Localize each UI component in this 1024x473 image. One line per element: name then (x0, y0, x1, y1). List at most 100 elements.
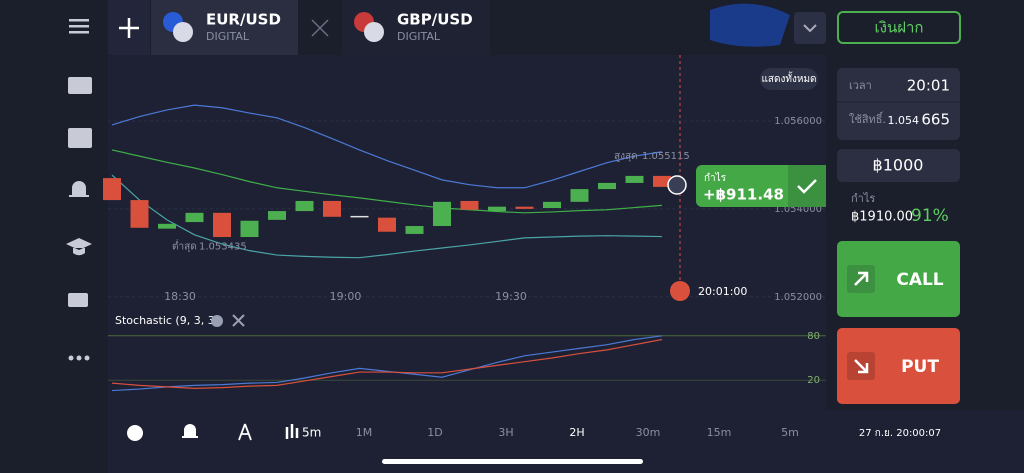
trade-info-box (837, 68, 960, 140)
bollinger-upper (111, 104, 663, 189)
timeframe-button[interactable]: 30m (636, 426, 661, 439)
menu-icon[interactable] (69, 19, 89, 22)
deposit-button[interactable] (837, 11, 961, 44)
candle (268, 211, 286, 220)
candle (405, 226, 424, 234)
y-tick-label: 1.056000 (774, 116, 822, 127)
bollinger-lower (111, 174, 663, 259)
candle (103, 178, 121, 201)
high-label: สูงสุด (614, 151, 638, 162)
call-label: CALL (896, 270, 943, 290)
strike-main: 1.054 (888, 114, 920, 127)
candles-icon[interactable] (285, 424, 299, 439)
timeframe-button[interactable]: 1D (427, 426, 442, 439)
timeframe-button[interactable]: 5m (781, 426, 799, 439)
call-arrow (854, 271, 869, 286)
sidebar (0, 0, 108, 473)
expiry-time: 20:01:00 (698, 285, 747, 298)
close-tab[interactable] (311, 19, 329, 37)
profit-label: กำไร (704, 172, 727, 184)
candle (295, 200, 314, 212)
candle (213, 212, 231, 238)
education-icon[interactable] (66, 238, 92, 256)
profit-check-box (788, 165, 826, 207)
more-icon[interactable] (68, 355, 74, 361)
strike-tail: 665 (921, 111, 950, 129)
home-indicator (382, 459, 643, 464)
remove-indicator[interactable] (232, 314, 245, 327)
alerts-icon[interactable] (69, 181, 89, 197)
stoch-tick-label: 20 (807, 375, 820, 386)
tab-pair: EUR/USD (206, 11, 281, 29)
x-tick-label: 18:30 (164, 290, 196, 303)
sidebar-icons (66, 19, 92, 361)
account-dropdown[interactable] (794, 12, 826, 44)
alert-icon[interactable] (182, 424, 198, 438)
put-label: PUT (901, 357, 939, 377)
candle (378, 217, 396, 232)
stoch-tick-label: 80 (807, 331, 820, 342)
call-button[interactable] (837, 241, 960, 317)
low-label: ต่ำสุด (172, 239, 197, 253)
settings-icon[interactable] (211, 315, 223, 327)
drawing-icon[interactable] (238, 423, 252, 441)
y-tick-label: 1.054000 (774, 204, 822, 215)
put-button[interactable] (837, 328, 960, 404)
tab-kind: DIGITAL (397, 30, 441, 43)
timeframe-button[interactable]: 3H (498, 426, 513, 439)
stoch-k (111, 335, 663, 392)
payout-percent: 91% (911, 206, 949, 226)
candle (653, 175, 671, 187)
candle (433, 201, 451, 227)
candle (158, 223, 176, 229)
expiry-marker (670, 281, 690, 301)
trade-marker (667, 175, 687, 195)
candle (350, 215, 369, 218)
timeframe-button[interactable]: 15m (707, 426, 732, 439)
timeframe-button[interactable]: 1M (356, 426, 373, 439)
stats-icon[interactable] (68, 128, 92, 148)
candle (543, 201, 561, 208)
amount-box[interactable] (837, 149, 960, 182)
candle (488, 206, 506, 212)
timeframe-button[interactable]: 2H (569, 426, 584, 439)
plus-icon (119, 18, 139, 38)
tab-pair: GBP/USD (397, 11, 473, 29)
profit-value: +฿911.48 (703, 186, 784, 204)
time-value[interactable]: 20:01 (907, 77, 950, 95)
candle (515, 206, 534, 209)
deposit-label: เงินฝาก (875, 19, 924, 37)
time-label: เวลา (849, 79, 872, 92)
info-icon[interactable] (127, 425, 143, 441)
candle (598, 182, 616, 190)
payout-value: ฿1910.00 (851, 210, 913, 225)
x-tick-label: 19:30 (495, 290, 527, 303)
x-tick-label: 19:00 (330, 290, 362, 303)
bollinger-middle (111, 149, 663, 214)
account-blur (710, 3, 790, 47)
chevron (803, 24, 817, 33)
check-icon (797, 179, 817, 194)
candle (240, 220, 259, 238)
candle (460, 200, 479, 210)
stochastic-title: Stochastic (9, 3, 3) (115, 314, 219, 327)
high-value: 1.055115 (642, 151, 690, 162)
profit-label: กำไร (851, 192, 875, 205)
candle (625, 175, 644, 183)
show-all-button[interactable] (760, 68, 818, 90)
candle (185, 212, 204, 223)
stoch-d (111, 338, 663, 389)
candle-period[interactable]: 5m (302, 426, 321, 440)
candle (570, 189, 589, 202)
candle (130, 200, 149, 228)
put-arrow (854, 359, 869, 374)
flag-us (173, 22, 193, 42)
amount-value[interactable]: ฿1000 (873, 156, 924, 175)
chat-icon[interactable] (68, 293, 88, 307)
low-value: 1.053435 (199, 242, 247, 253)
portfolio-icon[interactable] (68, 77, 92, 94)
tab-kind: DIGITAL (206, 30, 250, 43)
strike-label: ใช้สิทธิ์. (849, 111, 886, 126)
candle (323, 200, 341, 217)
